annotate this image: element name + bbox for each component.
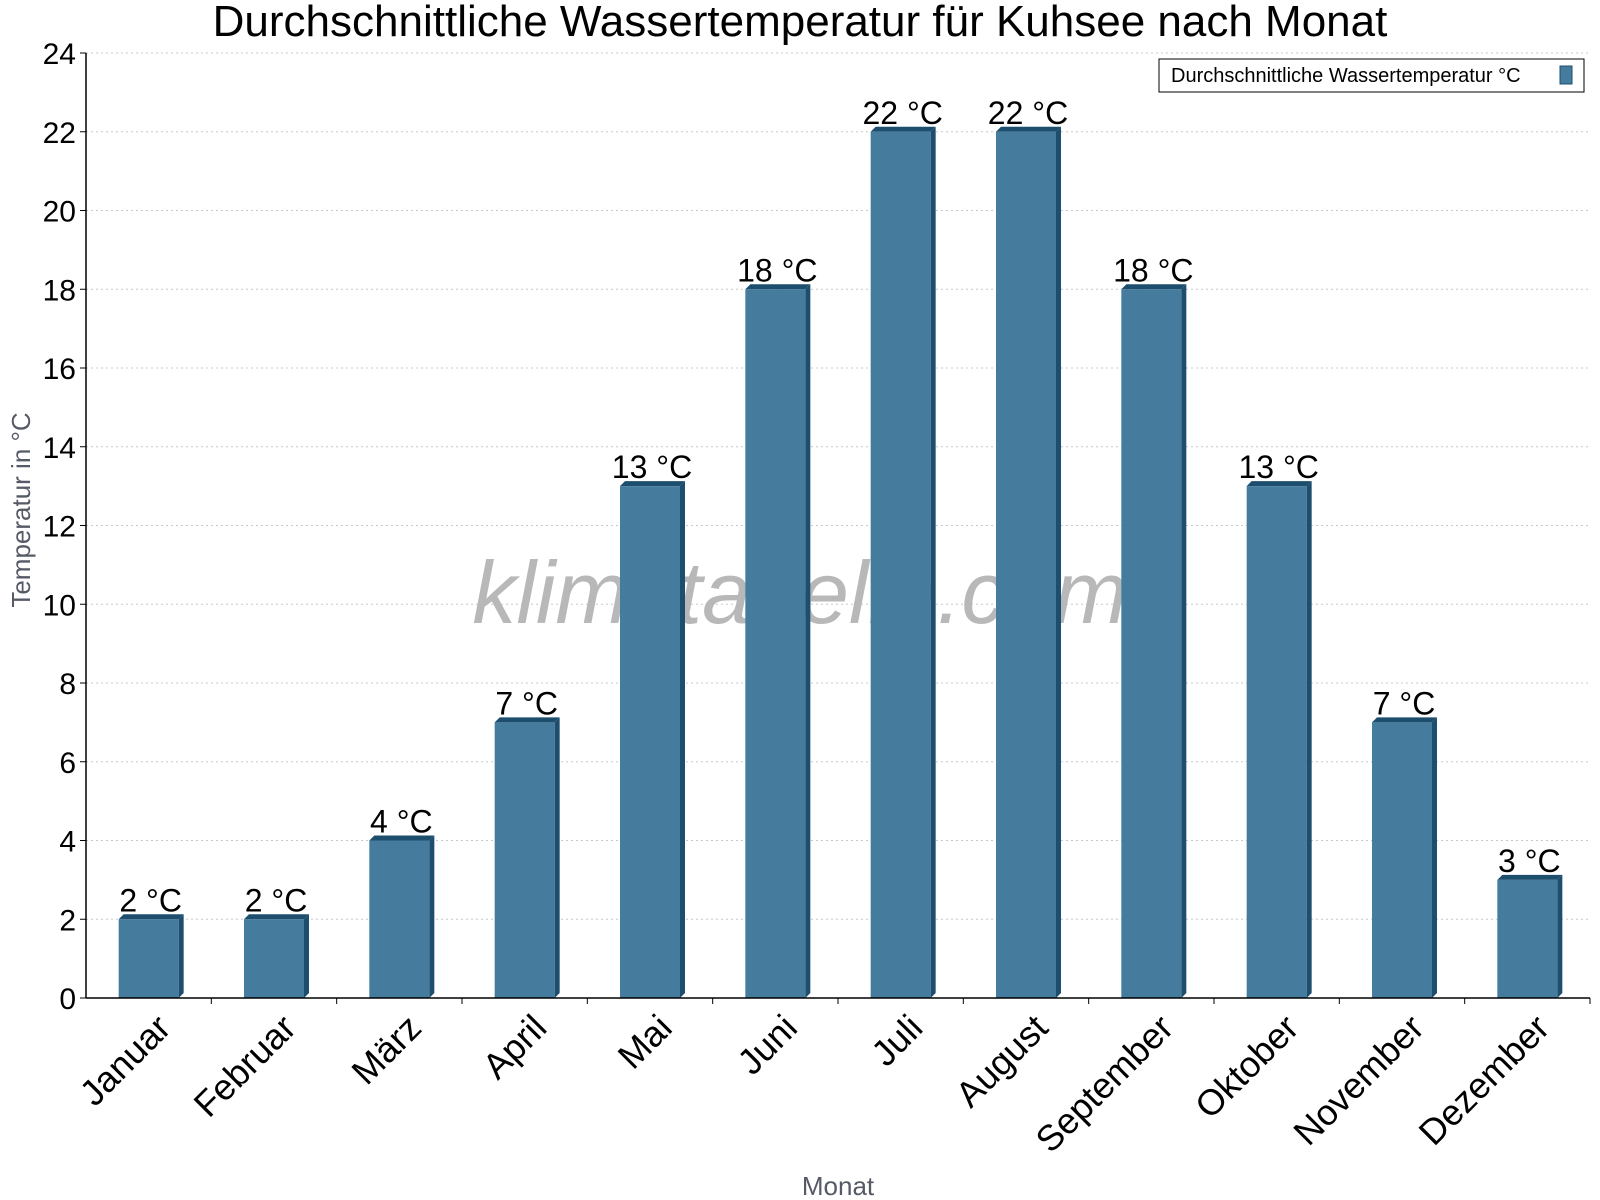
bar xyxy=(118,914,184,998)
bar-front xyxy=(244,919,304,998)
x-tick-label: April xyxy=(474,1007,554,1087)
data-label: 7 °C xyxy=(1373,685,1436,721)
y-tick-label: 20 xyxy=(43,196,76,229)
y-tick-label: 24 xyxy=(43,38,76,71)
bar-side xyxy=(930,126,936,998)
bar-side xyxy=(554,717,560,998)
bar-side xyxy=(1056,126,1061,998)
y-tick-label: 12 xyxy=(43,511,76,544)
y-tick-label: 14 xyxy=(43,432,76,465)
bar-top xyxy=(118,914,184,920)
bar-front xyxy=(1372,722,1432,998)
bar-side xyxy=(805,284,811,998)
data-label: 18 °C xyxy=(1113,252,1193,288)
legend-label: Durchschnittliche Wassertemperatur °C xyxy=(1171,65,1521,87)
bar-front xyxy=(1497,879,1558,998)
data-label: 2 °C xyxy=(119,882,182,918)
bar xyxy=(870,126,936,998)
bar-top xyxy=(870,126,936,132)
legend-swatch xyxy=(1559,65,1573,85)
data-label: 13 °C xyxy=(612,449,692,485)
bar-front xyxy=(1246,486,1307,998)
x-tick-label: November xyxy=(1285,1007,1431,1153)
bars xyxy=(118,126,1563,998)
data-label: 3 °C xyxy=(1498,843,1561,879)
bar xyxy=(1121,284,1187,998)
bar-front xyxy=(620,486,680,998)
bar-front xyxy=(369,840,430,998)
bar xyxy=(745,284,811,998)
data-label: 2 °C xyxy=(245,882,308,918)
bar-front xyxy=(118,919,179,998)
bar xyxy=(1497,874,1563,998)
bar-front xyxy=(996,131,1056,998)
y-tick-label: 10 xyxy=(43,589,76,622)
bar-side xyxy=(304,914,309,998)
bar-top xyxy=(1121,284,1187,290)
y-tick-label: 4 xyxy=(59,826,76,859)
x-tick-label: Dezember xyxy=(1411,1007,1557,1153)
data-label: 22 °C xyxy=(988,95,1068,131)
x-tick-label: Januar xyxy=(71,1007,178,1114)
bar-top xyxy=(1372,717,1437,723)
y-tick-label: 0 xyxy=(59,983,76,1016)
bar-side xyxy=(680,481,685,998)
bar-side xyxy=(178,914,184,998)
bar xyxy=(1372,717,1437,998)
bar-front xyxy=(870,131,931,998)
x-tick-label: Oktober xyxy=(1187,1007,1307,1127)
y-tick-label: 8 xyxy=(59,668,76,701)
bar xyxy=(494,717,560,998)
x-tick-label: September xyxy=(1027,1007,1181,1161)
x-tick-label: Mai xyxy=(610,1007,680,1077)
bar-top xyxy=(1497,874,1563,880)
bar-front xyxy=(1121,289,1182,998)
bar-top xyxy=(244,914,309,920)
bar xyxy=(369,835,435,998)
bar xyxy=(996,126,1061,998)
bar-top xyxy=(996,126,1061,132)
x-tick-label: Juli xyxy=(863,1007,930,1074)
y-tick-label: 22 xyxy=(43,117,76,150)
data-label: 18 °C xyxy=(737,252,817,288)
data-label: 13 °C xyxy=(1238,449,1318,485)
data-label: 7 °C xyxy=(495,685,558,721)
axes xyxy=(80,52,1591,1004)
bar-side xyxy=(429,835,435,998)
bar-side xyxy=(1306,481,1312,998)
bar-top xyxy=(620,481,685,487)
bar-side xyxy=(1432,717,1437,998)
x-tick-label: März xyxy=(343,1007,429,1093)
bar xyxy=(1246,481,1312,998)
bar-side xyxy=(1181,284,1187,998)
x-axis-label: Monat xyxy=(802,1171,875,1200)
bar xyxy=(244,914,309,998)
bar-side xyxy=(1557,874,1563,998)
y-tick-label: 6 xyxy=(59,747,76,780)
y-axis-label: Temperatur in °C xyxy=(6,412,36,607)
data-label: 22 °C xyxy=(862,95,942,131)
legend: Durchschnittliche Wassertemperatur °C xyxy=(1158,58,1585,93)
y-tick-label: 18 xyxy=(43,274,76,307)
x-tick-label: Februar xyxy=(186,1007,304,1125)
data-label: 4 °C xyxy=(370,804,433,840)
x-tick-labels: Januar Februar März April Mai Juni Juli AugustS… xyxy=(71,1007,1557,1161)
bar xyxy=(620,481,685,998)
bar-top xyxy=(369,835,435,841)
y-tick-label: 2 xyxy=(59,904,76,937)
bar-front xyxy=(494,722,555,998)
bar-front xyxy=(745,289,806,998)
x-tick-label: Juni xyxy=(729,1007,805,1083)
gridlines xyxy=(86,52,1590,920)
x-tick-label: August xyxy=(947,1007,1055,1115)
bar-top xyxy=(745,284,811,290)
bar-top xyxy=(494,717,560,723)
bar-top xyxy=(1246,481,1312,487)
legend-box xyxy=(1158,58,1585,93)
y-tick-label: 16 xyxy=(43,353,76,386)
chart-title: Durchschnittliche Wassertemperatur für K… xyxy=(213,0,1388,46)
value-labels: 2 °C 2 °C 4 °C 7 °C 13 °C 18 °C 22 °C 22 °C 18 °… xyxy=(119,95,1560,919)
